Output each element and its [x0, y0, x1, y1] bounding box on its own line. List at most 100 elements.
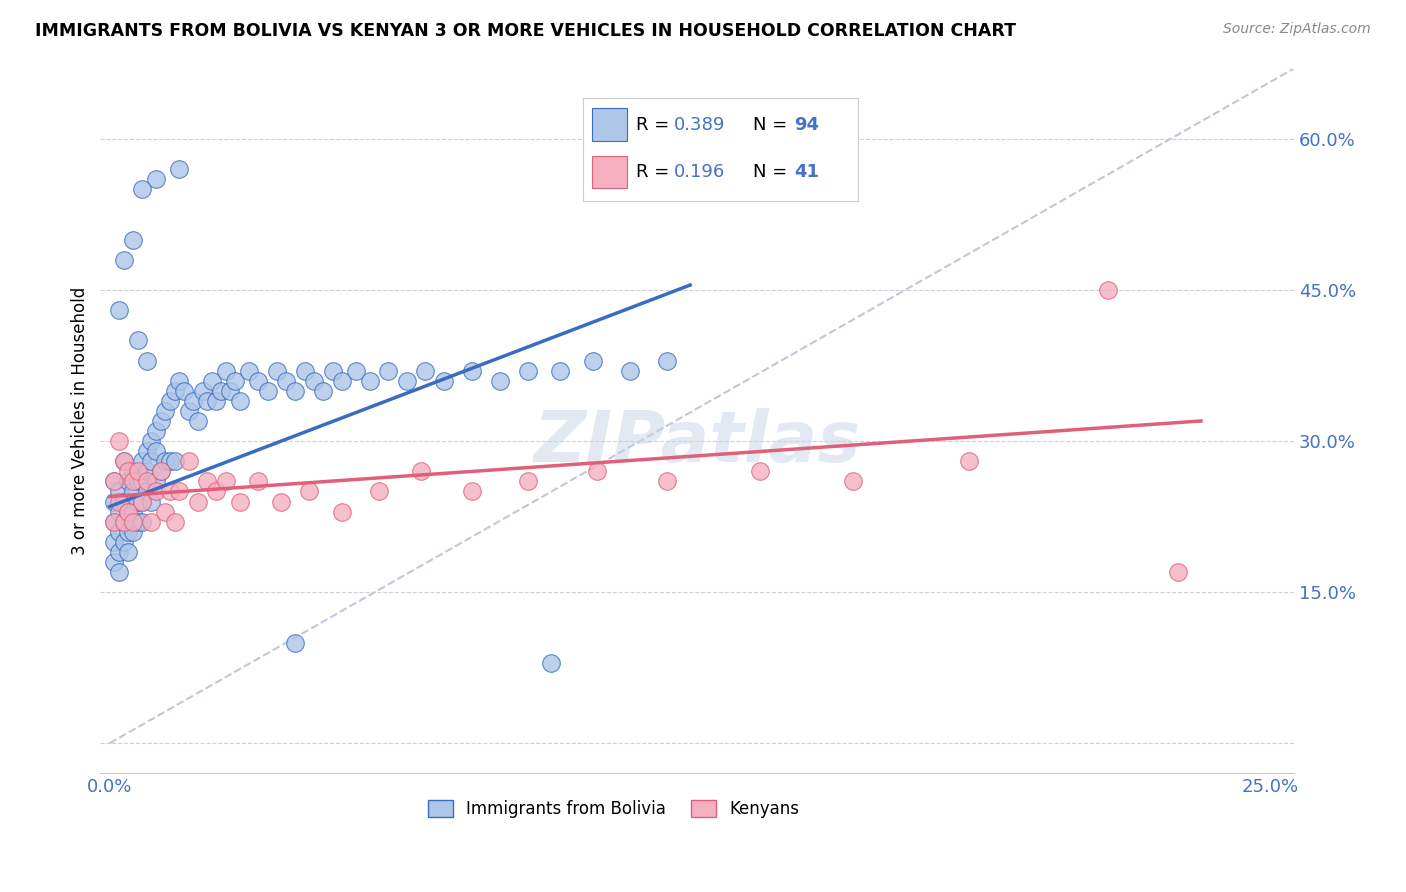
Bar [592, 155, 627, 188]
Point [215, 363, 238, 377]
Point [284, 384, 307, 398]
Point [127, 494, 149, 508]
Point [377, 363, 399, 377]
Point [117, 545, 139, 559]
Point [247, 475, 270, 489]
Point [108, 494, 131, 508]
Point [359, 374, 381, 388]
Point [127, 475, 149, 489]
Point [395, 374, 418, 388]
Point [149, 464, 172, 478]
Point [141, 454, 163, 468]
Point [219, 384, 242, 398]
Point [163, 454, 186, 468]
Point [112, 534, 135, 549]
Point [191, 384, 214, 398]
Point [159, 484, 181, 499]
Point [145, 424, 167, 438]
Point [655, 475, 678, 489]
Point [141, 494, 163, 508]
Point [163, 384, 186, 398]
Point [108, 505, 131, 519]
Point [228, 393, 250, 408]
Point [195, 475, 218, 489]
Point [145, 172, 167, 186]
Point [145, 475, 167, 489]
Point [112, 454, 135, 468]
Point [145, 484, 167, 499]
Text: N =: N = [754, 116, 793, 134]
Point [159, 393, 181, 408]
Point [228, 494, 250, 508]
Point [135, 464, 157, 478]
Point [121, 464, 143, 478]
Point [266, 363, 288, 377]
Point [586, 464, 609, 478]
Point [117, 505, 139, 519]
Point [169, 162, 191, 177]
Point [141, 434, 163, 449]
Point [540, 656, 562, 670]
Point [209, 384, 232, 398]
Point [108, 303, 131, 318]
Point [169, 374, 191, 388]
Point [121, 484, 143, 499]
Point [131, 475, 153, 489]
Point [461, 363, 484, 377]
Point [108, 434, 131, 449]
Point [205, 484, 228, 499]
Point [103, 494, 125, 508]
Text: 41: 41 [794, 163, 820, 181]
Point [516, 475, 538, 489]
Point [117, 505, 139, 519]
Point [103, 555, 125, 569]
Point [127, 464, 149, 478]
Point [155, 505, 177, 519]
Point [368, 484, 391, 499]
Point [322, 363, 344, 377]
Text: 0.196: 0.196 [673, 163, 725, 181]
Point [181, 393, 204, 408]
Point [108, 484, 131, 499]
Point [117, 524, 139, 539]
Point [141, 515, 163, 529]
Point [108, 524, 131, 539]
Point [169, 484, 191, 499]
Text: ZIPatlas: ZIPatlas [533, 408, 860, 476]
Point [131, 182, 153, 196]
Point [131, 454, 153, 468]
Text: N =: N = [754, 163, 793, 181]
Point [127, 515, 149, 529]
Point [330, 374, 353, 388]
Point [1097, 283, 1119, 297]
Point [841, 475, 863, 489]
Point [748, 464, 770, 478]
Point [135, 353, 157, 368]
Point [957, 454, 980, 468]
Point [121, 515, 143, 529]
Point [112, 515, 135, 529]
Point [433, 374, 456, 388]
Point [302, 374, 325, 388]
Point [274, 374, 297, 388]
Point [155, 454, 177, 468]
Point [121, 524, 143, 539]
Point [1167, 565, 1189, 579]
Point [548, 363, 571, 377]
Point [298, 484, 321, 499]
Point [117, 464, 139, 478]
Point [187, 414, 209, 428]
Point [330, 505, 353, 519]
Point [112, 252, 135, 267]
Point [516, 363, 538, 377]
Point [135, 475, 157, 489]
Point [112, 494, 135, 508]
Point [149, 464, 172, 478]
Point [108, 565, 131, 579]
Point [149, 414, 172, 428]
Point [238, 363, 260, 377]
Point [121, 475, 143, 489]
Text: R =: R = [636, 163, 675, 181]
Text: IMMIGRANTS FROM BOLIVIA VS KENYAN 3 OR MORE VEHICLES IN HOUSEHOLD CORRELATION CH: IMMIGRANTS FROM BOLIVIA VS KENYAN 3 OR M… [35, 22, 1017, 40]
Text: Source: ZipAtlas.com: Source: ZipAtlas.com [1223, 22, 1371, 37]
